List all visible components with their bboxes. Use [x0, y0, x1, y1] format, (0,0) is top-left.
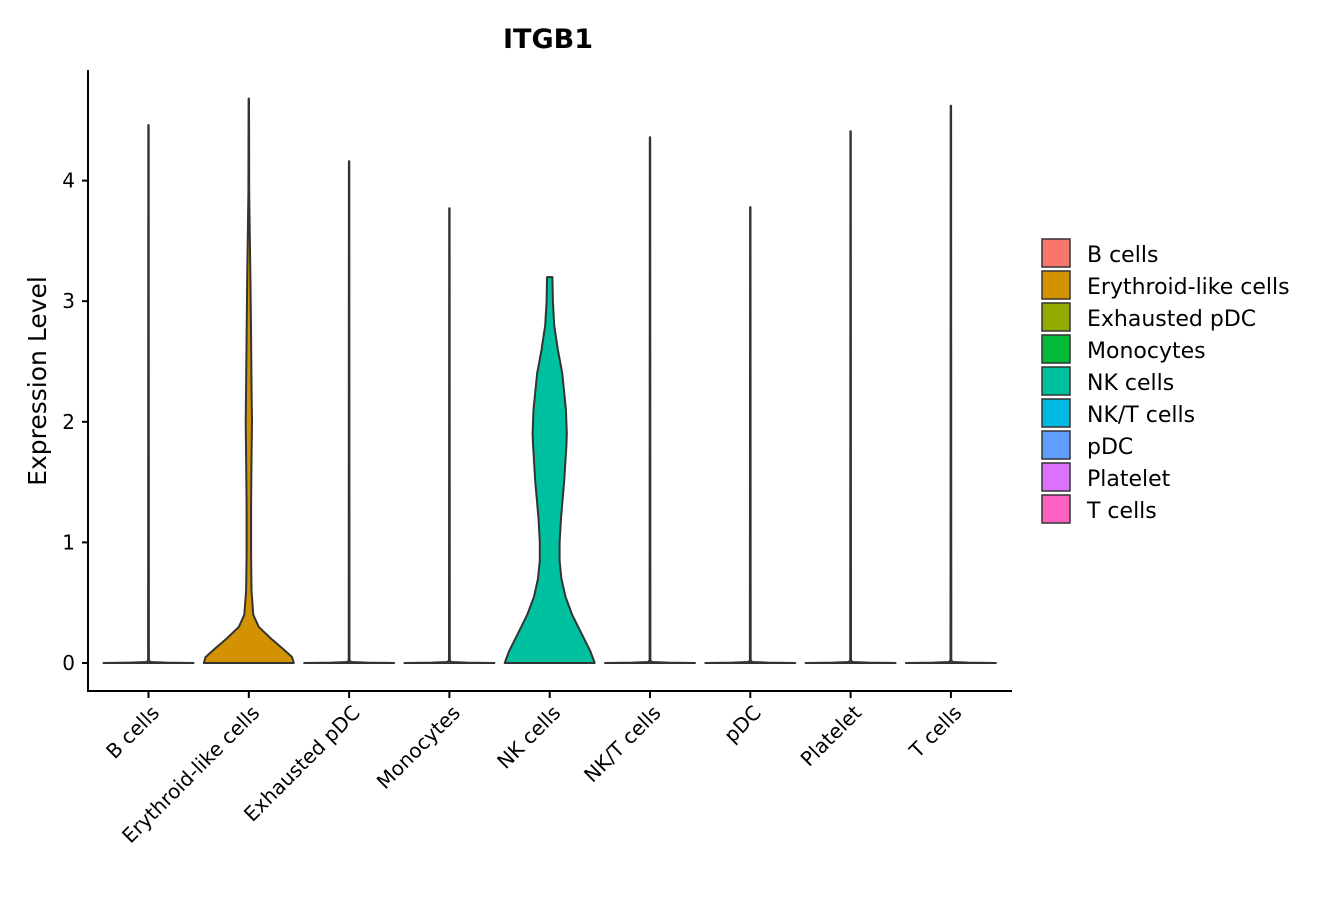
x-tick-label: Platelet [796, 700, 867, 771]
legend: B cells Erythroid-like cells Exhausted pDC… [1041, 238, 1290, 524]
y-tick-label: 4 [62, 169, 75, 193]
y-axis-title: Expression Level [23, 276, 52, 486]
legend-swatch [1041, 238, 1071, 268]
legend-swatch [1041, 302, 1071, 332]
chart-title: ITGB1 [503, 24, 593, 55]
x-tick-label: NK/T cells [579, 701, 665, 787]
y-tick-label: 3 [62, 289, 75, 313]
legend-label: Erythroid-like cells [1087, 275, 1290, 300]
violin-nk-cells [503, 276, 596, 664]
violin-group [102, 97, 997, 664]
legend-label: NK cells [1087, 371, 1174, 396]
y-axis-ticks: 0 1 2 3 4 [62, 169, 88, 675]
legend-label: NK/T cells [1087, 403, 1195, 428]
legend-swatch [1041, 462, 1071, 492]
legend-swatch [1041, 270, 1071, 300]
violin-monocytes [403, 207, 496, 664]
x-tick-label: B cells [101, 701, 164, 764]
legend-swatch [1041, 430, 1071, 460]
x-tick-label: T cells [904, 701, 967, 764]
legend-swatch [1041, 334, 1071, 364]
x-tick-label: Monocytes [372, 701, 465, 794]
y-tick-label: 1 [62, 530, 75, 554]
legend-swatch [1041, 366, 1071, 396]
violin-nk-t-cells [604, 136, 696, 664]
violin-erythroid-like-cells [202, 97, 295, 664]
legend-swatch [1041, 398, 1071, 428]
violin-exhausted-pdc [303, 160, 396, 664]
legend-swatch [1041, 494, 1071, 524]
legend-label: pDC [1087, 435, 1133, 460]
violin-platelet [804, 130, 897, 664]
x-tick-label: NK cells [492, 701, 565, 774]
legend-label: Monocytes [1087, 339, 1206, 364]
violin-pdc [704, 206, 797, 664]
y-tick-label: 2 [62, 410, 75, 434]
violin-b-cells [102, 124, 195, 664]
x-tick-label: pDC [719, 701, 766, 748]
legend-label: Exhausted pDC [1087, 307, 1256, 332]
violin-t-cells [904, 104, 997, 664]
y-tick-label: 0 [62, 651, 75, 675]
legend-label: B cells [1087, 243, 1158, 268]
legend-label: Platelet [1087, 467, 1171, 492]
legend-label: T cells [1086, 499, 1157, 524]
